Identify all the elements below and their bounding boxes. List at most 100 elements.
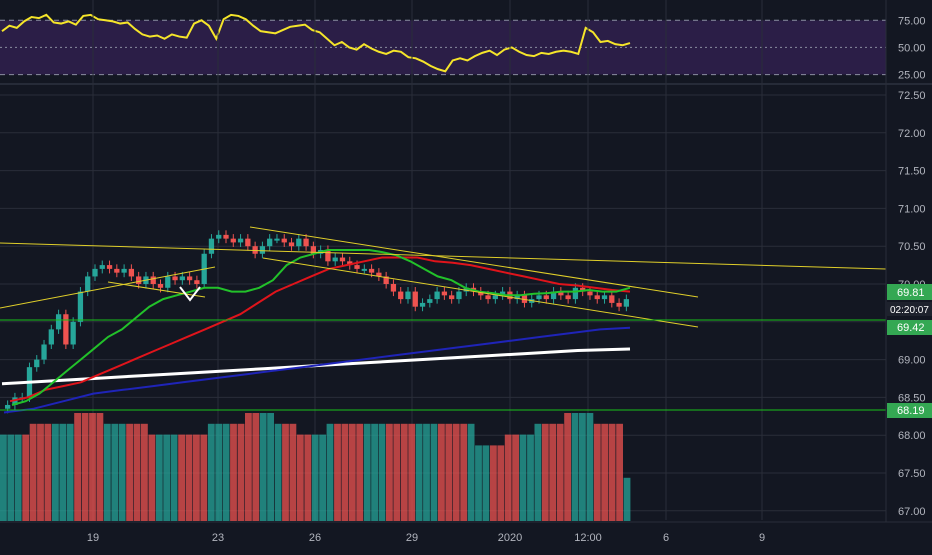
price-tick-label: 67.50 xyxy=(898,468,926,480)
candle-body xyxy=(427,299,433,303)
candle-body xyxy=(463,287,469,292)
candle-body xyxy=(587,291,593,296)
rsi-tick-label: 25.00 xyxy=(898,70,926,82)
volume-bar xyxy=(467,423,475,521)
candle-body xyxy=(434,291,440,300)
trend-line-drawing[interactable] xyxy=(262,257,699,328)
candle-body xyxy=(281,238,287,243)
candle-body xyxy=(55,314,62,330)
volume-bar xyxy=(623,477,631,521)
trend-line-drawing[interactable] xyxy=(107,281,206,298)
volume-bar xyxy=(556,423,564,521)
volume-bar xyxy=(534,423,542,521)
candle-body xyxy=(128,268,135,277)
candle-body xyxy=(106,265,113,269)
trend-line-drawing[interactable] xyxy=(249,226,699,298)
volume-bar xyxy=(601,423,609,521)
candle-body xyxy=(179,276,185,281)
volume-bar xyxy=(341,423,349,521)
candle-body xyxy=(456,291,462,300)
price-tick-label: 67.00 xyxy=(898,506,926,518)
arrow-drawing[interactable] xyxy=(179,286,201,302)
candle-body xyxy=(354,265,360,269)
volume-bar xyxy=(37,423,44,521)
volume-bar xyxy=(267,413,274,521)
candle-body xyxy=(565,295,571,300)
candle-body xyxy=(5,404,11,409)
candle-body xyxy=(499,291,506,296)
time-tick-label: 19 xyxy=(87,532,99,544)
volume-bar xyxy=(549,423,557,521)
time-tick-label: 12:00 xyxy=(574,532,602,544)
candle-body xyxy=(12,397,18,405)
time-tick-label: 9 xyxy=(759,532,765,544)
price-tick-label: 69.00 xyxy=(898,355,926,367)
time-tick-label: 2020 xyxy=(498,532,522,544)
candle-body xyxy=(216,234,222,239)
volume-bar xyxy=(66,423,74,521)
volume-bar xyxy=(193,434,200,521)
price-tick-label: 71.00 xyxy=(898,203,926,215)
volume-bar xyxy=(482,445,490,521)
trend-line-drawing[interactable] xyxy=(0,266,216,309)
candle-body xyxy=(85,276,91,292)
volume-bar xyxy=(111,423,119,521)
candle-body xyxy=(121,268,127,273)
volume-bar xyxy=(393,423,401,521)
volume-bar xyxy=(163,434,171,521)
candle-body xyxy=(157,284,164,288)
volume-bar xyxy=(490,445,497,521)
time-axis[interactable] xyxy=(0,522,932,550)
volume-bar xyxy=(185,434,193,521)
volume-bar xyxy=(438,423,445,521)
candle-body xyxy=(310,246,316,254)
level-low-label: 68.19 xyxy=(897,405,925,417)
volume-bar xyxy=(371,423,378,521)
candle-body xyxy=(77,291,84,322)
candle-body xyxy=(70,321,76,345)
candle-body xyxy=(136,276,142,284)
candle-body xyxy=(296,238,302,247)
candle-body xyxy=(63,314,69,345)
volume-bar xyxy=(222,423,230,521)
volume-bar xyxy=(259,413,267,521)
candle-body xyxy=(485,295,491,300)
candle-body xyxy=(398,291,404,300)
candle-body xyxy=(601,295,608,300)
volume-bar xyxy=(608,423,616,521)
volume-bar xyxy=(274,423,282,521)
volume-bar xyxy=(118,423,126,521)
volume-bar xyxy=(497,445,505,521)
volume-bar xyxy=(14,434,22,521)
volume-bar xyxy=(311,434,319,521)
candle-body xyxy=(558,291,564,296)
candle-body xyxy=(92,268,98,277)
volume-bar xyxy=(0,434,7,521)
ema-slow-line xyxy=(3,326,631,414)
trend-line-drawing[interactable] xyxy=(0,242,887,270)
rsi-tick-label: 50.00 xyxy=(898,42,926,54)
level-high-badge xyxy=(887,320,932,335)
volume-bar xyxy=(400,423,408,521)
volume-bar xyxy=(363,423,371,521)
volume-bar xyxy=(445,423,453,521)
rsi-overbought-band xyxy=(0,20,886,75)
candle-body xyxy=(405,291,411,300)
volume-bar xyxy=(326,423,334,521)
candle-body xyxy=(230,238,236,243)
volume-bar xyxy=(519,434,527,521)
volume-bar xyxy=(155,434,163,521)
volume-bar xyxy=(304,434,312,521)
volume-bar xyxy=(230,423,237,521)
candle-body xyxy=(383,276,389,284)
candle-body xyxy=(347,261,353,266)
ema-mid-line xyxy=(9,256,631,403)
volume-bar xyxy=(29,423,37,521)
candle-body xyxy=(274,238,280,241)
volume-bar xyxy=(579,413,586,521)
volume-bar xyxy=(59,423,67,521)
volume-bar xyxy=(89,413,96,521)
volume-bar xyxy=(378,423,386,521)
